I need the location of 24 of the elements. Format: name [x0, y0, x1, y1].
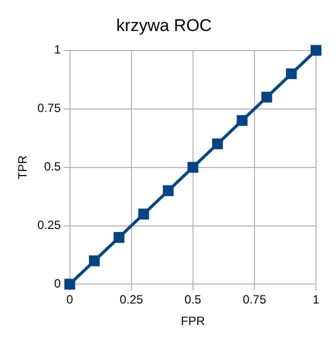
- point: [114, 232, 124, 243]
- point: [261, 92, 272, 103]
- point: [187, 162, 198, 173]
- x-tick-label: 0.25: [120, 292, 144, 307]
- x-tick-label: 0: [66, 292, 74, 307]
- chart-title: krzywa ROC: [116, 16, 212, 35]
- point: [286, 68, 297, 80]
- x-tick-label: 0.5: [184, 292, 202, 307]
- y-tick-label: 1: [54, 42, 62, 57]
- point: [138, 208, 150, 220]
- point: [310, 45, 322, 56]
- point: [236, 115, 248, 126]
- x-tick-label: 0.75: [242, 292, 266, 307]
- x-tick-label: 1: [312, 292, 320, 307]
- point: [212, 138, 223, 150]
- y-axis-title: TPR: [16, 154, 30, 180]
- y-tick-label: 0.75: [37, 101, 62, 116]
- y-tick-label: 0.5: [44, 160, 62, 174]
- point: [162, 185, 174, 196]
- y-tick-label: 0: [54, 276, 62, 291]
- x-axis-title: FPR: [180, 314, 206, 328]
- point: [88, 255, 100, 266]
- point: [64, 278, 76, 290]
- y-tick-label: 0.25: [37, 218, 62, 232]
